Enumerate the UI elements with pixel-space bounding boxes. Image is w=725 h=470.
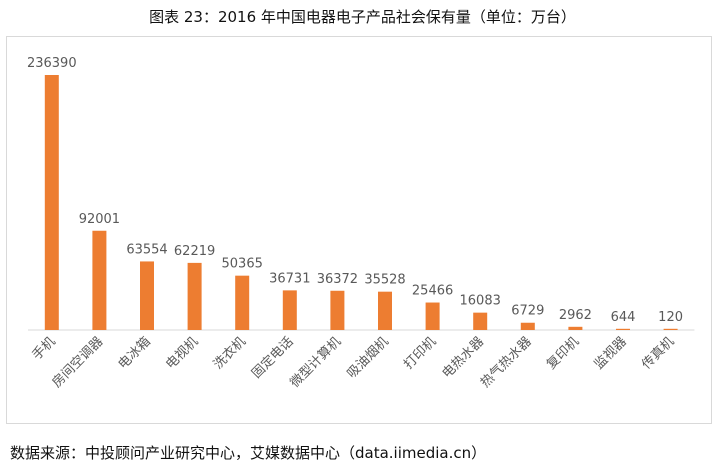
bar <box>44 75 59 330</box>
x-tick-label: 电冰箱 <box>115 334 154 373</box>
x-tick-label: 复印机 <box>544 334 582 372</box>
bar <box>568 326 583 330</box>
bar <box>520 322 535 330</box>
data-label: 63554 <box>126 242 167 257</box>
x-tick-label: 手机 <box>30 334 59 363</box>
data-label: 16083 <box>460 294 501 309</box>
bar <box>235 275 250 330</box>
x-tick-label: 电视机 <box>163 334 201 372</box>
data-label: 35528 <box>364 273 405 288</box>
data-label: 36372 <box>317 272 358 287</box>
bar <box>330 290 345 330</box>
bar <box>473 312 488 330</box>
data-label: 120 <box>658 310 683 325</box>
x-tick-label: 微型计算机 <box>288 334 345 391</box>
bar <box>616 328 630 330</box>
bar <box>425 302 440 330</box>
chart-frame <box>6 36 712 424</box>
bar <box>187 262 202 330</box>
data-label: 50365 <box>222 257 263 272</box>
x-tick-label: 监视器 <box>592 334 630 372</box>
x-tick-label: 传真机 <box>639 334 677 372</box>
bar <box>92 230 107 330</box>
bar <box>140 261 154 330</box>
data-label: 644 <box>611 310 636 325</box>
x-tick-label: 打印机 <box>401 334 439 372</box>
x-tick-label: 电热水器 <box>440 334 487 381</box>
x-tick-label: 房间空调器 <box>49 334 106 391</box>
bar <box>663 328 678 330</box>
bar <box>282 290 297 330</box>
data-label: 36731 <box>269 271 310 286</box>
data-label: 92001 <box>79 212 120 227</box>
x-tick-label: 热气热水器 <box>477 334 534 391</box>
source-note: 数据来源：中投顾问产业研究中心，艾媒数据中心（data.iimedia.cn） <box>10 444 487 462</box>
data-label: 62219 <box>174 244 215 259</box>
bar <box>378 291 392 330</box>
data-label: 6729 <box>511 304 544 319</box>
chart-title: 图表 23：2016 年中国电器电子产品社会保有量（单位：万台） <box>149 8 576 26</box>
data-label: 236390 <box>27 56 77 71</box>
data-label: 2962 <box>559 308 592 323</box>
x-tick-label: 洗衣机 <box>210 334 249 373</box>
x-tick-label: 固定电话 <box>249 334 296 381</box>
data-label: 25466 <box>412 284 453 299</box>
x-tick-label: 吸油烟机 <box>344 334 391 381</box>
